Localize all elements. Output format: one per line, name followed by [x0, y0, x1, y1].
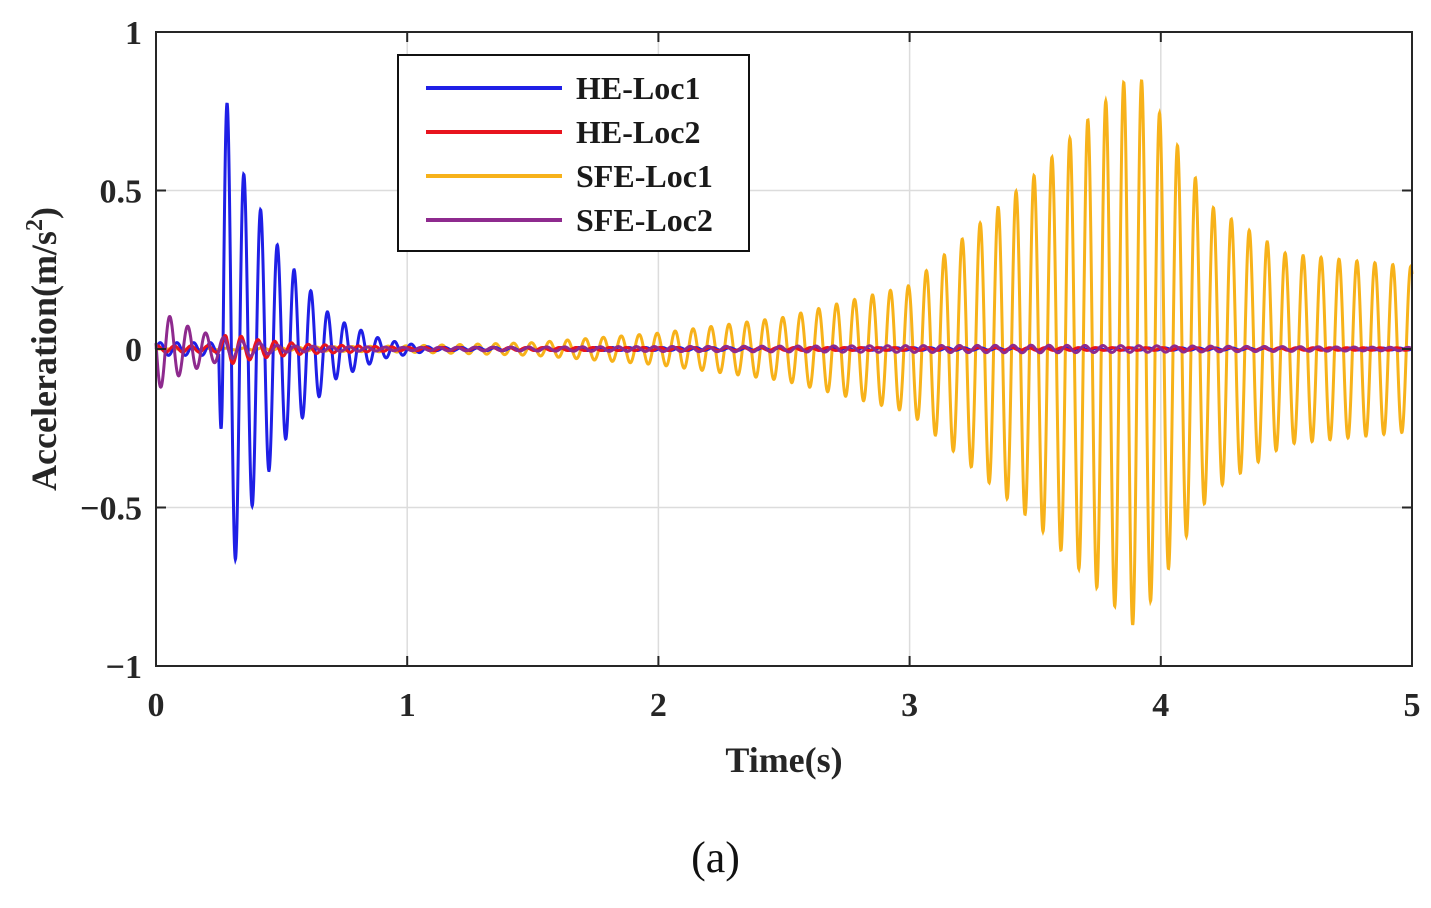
- legend-label-he-loc1: HE-Loc1: [576, 70, 700, 106]
- y-tick-label: −0.5: [80, 491, 142, 528]
- x-tick-label: 0: [148, 687, 165, 724]
- x-tick-label: 1: [399, 687, 416, 724]
- x-axis-title: Time(s): [725, 740, 842, 780]
- y-tick-label: 0.5: [100, 174, 143, 211]
- series-group: [154, 79, 1414, 626]
- y-tick-label: −1: [106, 649, 142, 686]
- legend-label-he-loc2: HE-Loc2: [576, 114, 700, 150]
- y-axis-title-close: ): [24, 207, 64, 219]
- figure-caption: (a): [691, 833, 740, 882]
- y-tick-label: 0: [125, 332, 142, 369]
- tick-labels: 0 1 2 3 4 5 −1 −0.5 0 0.5 1: [80, 15, 1420, 724]
- x-tick-label: 2: [650, 687, 667, 724]
- series-line-sfe-loc2: [154, 314, 1413, 389]
- legend-label-sfe-loc1: SFE-Loc1: [576, 158, 713, 194]
- ticks: [155, 31, 1413, 667]
- x-tick-label: 3: [901, 687, 918, 724]
- x-tick-label: 4: [1152, 687, 1169, 724]
- x-tick-label: 5: [1404, 687, 1421, 724]
- y-axis-title: Acceleration(m/s2): [22, 207, 64, 491]
- y-axis-title-base: Acceleration(m/s: [24, 231, 64, 491]
- y-tick-label: 1: [125, 15, 142, 52]
- legend-label-sfe-loc2: SFE-Loc2: [576, 202, 713, 238]
- legend: HE-Loc1 HE-Loc2 SFE-Loc1 SFE-Loc2: [397, 54, 750, 252]
- y-axis-title-sup: 2: [22, 219, 48, 231]
